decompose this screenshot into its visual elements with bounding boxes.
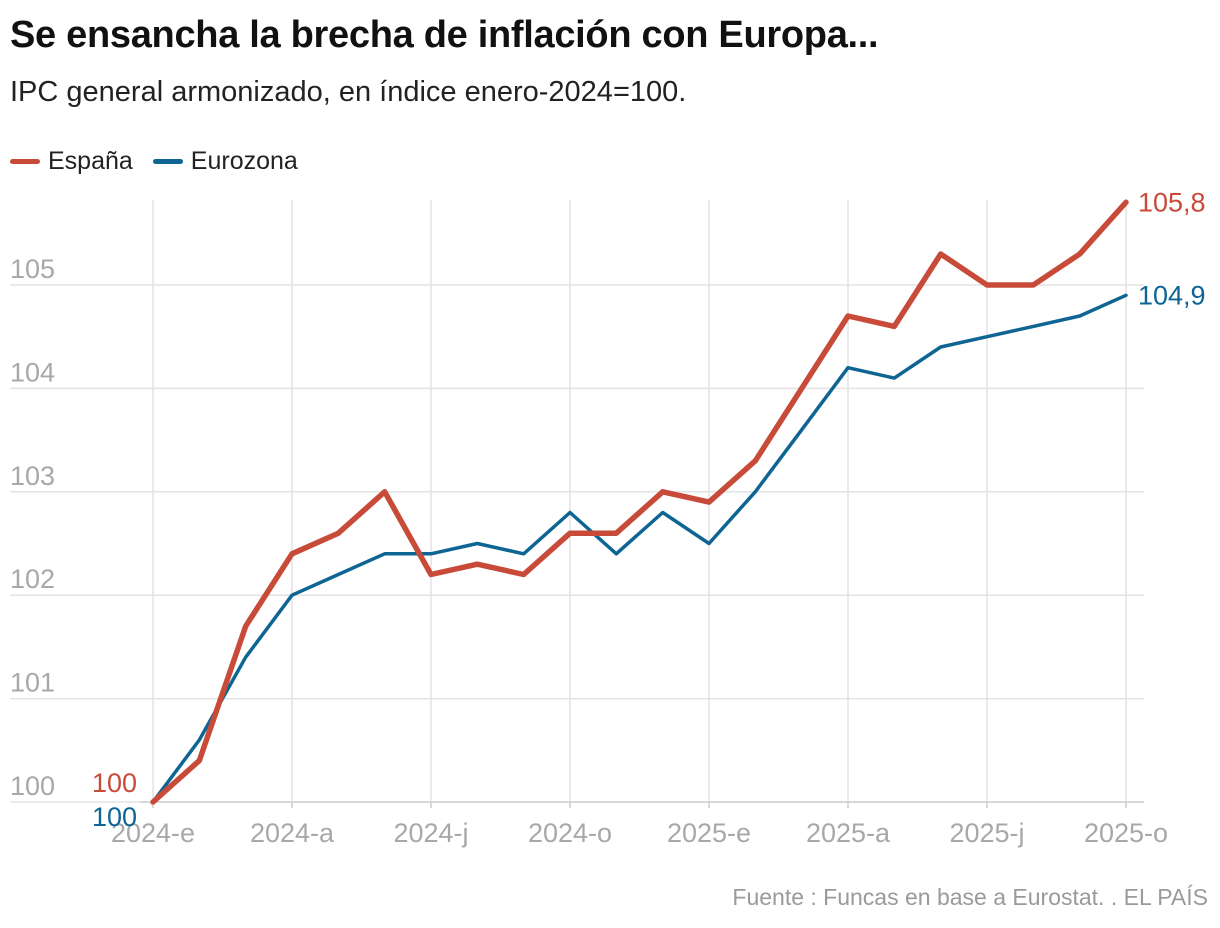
y-axis-ticks: 100 101 102 103 104 105	[10, 254, 55, 801]
x-tick-label: 2025-a	[806, 818, 891, 848]
x-tick-label: 2025-o	[1084, 818, 1168, 848]
end-label-eurozona: 104,9	[1138, 280, 1206, 310]
grid	[10, 200, 1144, 808]
source-note: Fuente : Funcas en base a Eurostat. . EL…	[732, 884, 1208, 910]
x-tick-label: 2025-e	[667, 818, 751, 848]
legend-swatch-espana	[10, 158, 40, 164]
legend-label-eurozona: Eurozona	[190, 146, 298, 175]
series	[150, 199, 1129, 805]
legend-item-eurozona: Eurozona	[152, 146, 298, 176]
x-tick-label: 2025-j	[949, 818, 1024, 848]
legend: España Eurozona	[10, 144, 318, 178]
y-tick-label: 104	[10, 357, 55, 387]
series-line-espana	[150, 199, 1129, 805]
start-label-espana: 100	[92, 768, 137, 798]
series-labels: 100 100 105,8 104,9	[92, 187, 1206, 832]
x-tick-label: 2024-j	[393, 818, 468, 848]
x-tick-label: 2024-o	[528, 818, 612, 848]
y-tick-label: 100	[10, 771, 55, 801]
y-tick-label: 105	[10, 254, 55, 284]
x-axis-ticks: 2024-e 2024-a 2024-j 2024-o 2025-e 2025-a 2025…	[111, 818, 1168, 848]
chart-subtitle: IPC general armonizado, en índice enero-…	[10, 76, 687, 108]
y-tick-label: 102	[10, 564, 55, 594]
x-tick-label: 2024-e	[111, 818, 195, 848]
legend-item-espana: España	[10, 147, 133, 176]
y-tick-label: 101	[10, 668, 55, 698]
legend-swatch-eurozona	[152, 158, 183, 164]
end-label-espana: 105,8	[1138, 187, 1206, 217]
y-tick-label: 103	[10, 461, 55, 491]
start-label-eurozona: 100	[92, 802, 137, 832]
x-tick-label: 2024-a	[250, 818, 335, 848]
legend-label-espana: España	[48, 146, 133, 175]
series-line-eurozona	[151, 293, 1128, 804]
chart-title: Se ensancha la brecha de inflación con E…	[10, 14, 879, 56]
